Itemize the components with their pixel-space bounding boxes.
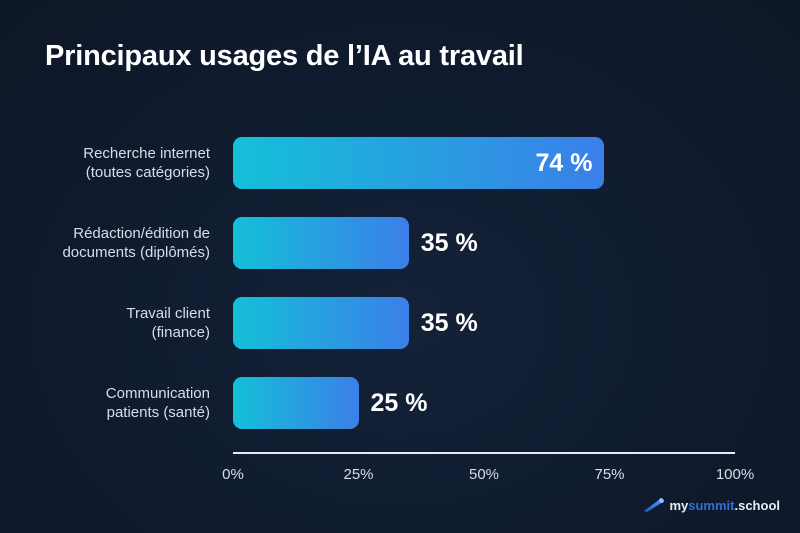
value-label: 35 % [420,309,478,337]
x-tick-label: 75% [594,466,625,483]
value-label: 35 % [420,229,478,257]
category-label-line1: Communication [105,385,210,402]
telescope-icon [643,496,665,515]
brand-text-school: .school [734,498,780,513]
category-label: Rédaction/édition de documents (diplômés) [0,224,210,262]
category-label-line2: (finance) [151,324,210,341]
x-tick-label: 100% [715,466,755,483]
brand-text-my: my [669,498,689,513]
category-label: Travail client (finance) [0,304,210,342]
x-tick-label: 0% [222,466,244,483]
category-label-line2: documents (diplômés) [62,244,210,261]
category-label-line1: Rédaction/édition de [73,225,210,242]
category-label-line2: patients (santé) [106,404,210,421]
x-tick-label: 50% [468,466,500,483]
x-tick-label: 25% [343,466,374,483]
brand-logo: mysummit.school [643,496,780,515]
x-axis-line [233,452,735,454]
category-label-line2: (toutes catégories) [85,164,210,181]
bar [233,377,359,429]
category-label-line1: Travail client [126,305,210,322]
value-label: 25 % [370,389,428,417]
category-label-line1: Recherche internet [83,145,210,162]
chart-title: Principaux usages de l’IA au travail [45,40,524,72]
bar [233,297,409,349]
value-label: 74 % [535,149,593,177]
bar [233,137,605,189]
category-label: Communication patients (santé) [0,384,210,422]
brand-text-summit: summit [688,498,735,513]
category-label: Recherche internet (toutes catégories) [0,144,210,182]
bar [233,217,409,269]
